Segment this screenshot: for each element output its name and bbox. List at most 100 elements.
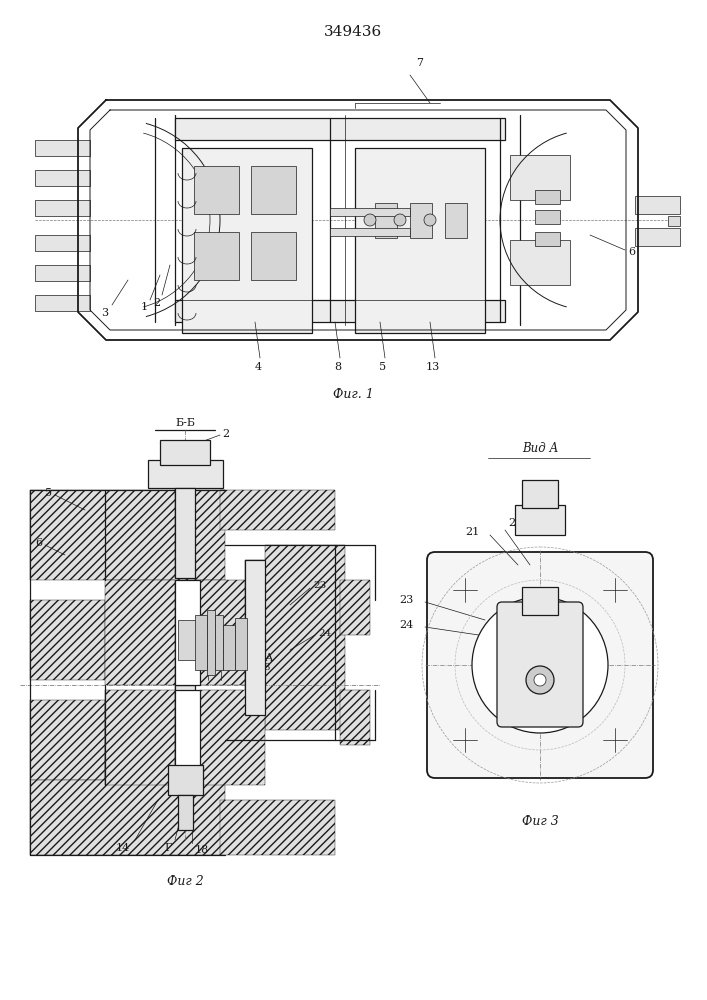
Text: 13: 13 <box>426 362 440 372</box>
Bar <box>235 618 247 670</box>
Bar <box>522 480 558 508</box>
Text: Фиг 2: Фиг 2 <box>167 875 204 888</box>
Bar <box>30 490 225 580</box>
Bar <box>330 208 410 216</box>
Bar <box>508 613 572 713</box>
Bar <box>182 148 312 333</box>
Bar <box>251 166 296 214</box>
Bar <box>535 232 560 246</box>
Bar <box>35 265 90 281</box>
Bar <box>340 580 370 635</box>
Bar <box>35 200 90 216</box>
Text: 8: 8 <box>334 362 341 372</box>
Bar <box>535 190 560 204</box>
Text: 22: 22 <box>508 518 522 528</box>
Text: 7: 7 <box>416 58 423 68</box>
Bar <box>410 203 432 238</box>
Bar <box>668 216 680 226</box>
Circle shape <box>472 597 608 733</box>
Bar <box>175 580 200 685</box>
FancyBboxPatch shape <box>497 602 583 727</box>
Text: 23: 23 <box>313 582 326 590</box>
Bar <box>30 700 105 780</box>
Text: 5: 5 <box>45 488 52 498</box>
Bar <box>445 203 467 238</box>
Bar <box>330 228 410 236</box>
Bar <box>194 232 239 280</box>
Bar <box>35 170 90 186</box>
Bar <box>515 505 565 535</box>
Text: 3: 3 <box>101 308 108 318</box>
Bar <box>200 580 265 685</box>
Bar <box>194 166 239 214</box>
Bar <box>522 587 558 615</box>
Circle shape <box>364 214 376 226</box>
Text: 21: 21 <box>466 527 480 537</box>
Text: 14: 14 <box>116 843 130 853</box>
Bar <box>175 488 195 578</box>
Bar <box>160 440 210 465</box>
Bar <box>35 140 90 156</box>
Text: 20: 20 <box>215 662 227 671</box>
Text: 2: 2 <box>153 298 160 308</box>
Bar <box>175 685 195 765</box>
Text: 2: 2 <box>222 429 229 439</box>
Text: Фиг 3: Фиг 3 <box>522 815 559 828</box>
Bar <box>168 765 203 795</box>
Circle shape <box>424 214 436 226</box>
Bar <box>355 148 485 333</box>
Text: 18: 18 <box>195 845 209 855</box>
Bar <box>220 800 335 855</box>
Bar <box>207 610 215 675</box>
Bar <box>175 300 505 322</box>
Text: 15: 15 <box>242 659 255 668</box>
Bar <box>635 196 680 214</box>
Bar <box>105 690 175 785</box>
Text: Г: Г <box>165 843 172 853</box>
Bar <box>245 560 265 715</box>
Bar <box>340 690 370 745</box>
Text: 17: 17 <box>189 663 201 672</box>
Text: 18: 18 <box>259 663 271 672</box>
Text: 6: 6 <box>35 538 42 548</box>
Bar <box>30 600 105 680</box>
Text: А: А <box>265 653 274 663</box>
Bar <box>535 210 560 224</box>
Bar <box>30 780 225 855</box>
Bar <box>178 620 196 660</box>
Text: 24: 24 <box>318 629 332 638</box>
Text: 23: 23 <box>399 595 413 605</box>
Text: 19: 19 <box>201 659 214 668</box>
Bar <box>178 795 193 830</box>
Text: 1: 1 <box>141 302 148 312</box>
Circle shape <box>526 666 554 694</box>
Bar <box>251 232 296 280</box>
Bar <box>510 155 570 200</box>
Circle shape <box>534 674 546 686</box>
Bar <box>526 589 554 613</box>
Text: 349436: 349436 <box>324 25 382 39</box>
Bar <box>35 235 90 251</box>
Bar <box>265 545 345 730</box>
Text: 5: 5 <box>380 362 387 372</box>
Text: Фиг. 1: Фиг. 1 <box>332 388 373 401</box>
Bar <box>175 488 195 578</box>
Bar <box>635 228 680 246</box>
Bar <box>245 560 265 715</box>
Bar <box>375 203 397 238</box>
Bar <box>195 615 207 670</box>
Bar <box>35 295 90 311</box>
Bar <box>215 615 223 670</box>
FancyBboxPatch shape <box>427 552 653 778</box>
Circle shape <box>394 214 406 226</box>
Bar <box>510 240 570 285</box>
Bar <box>175 690 200 785</box>
Bar <box>223 625 235 670</box>
Bar <box>105 580 175 685</box>
Text: Вид А: Вид А <box>522 442 559 455</box>
Bar <box>175 118 505 140</box>
Bar <box>175 685 195 765</box>
Bar <box>200 690 265 785</box>
Bar <box>220 490 335 530</box>
Text: Б-Б: Б-Б <box>175 418 195 428</box>
